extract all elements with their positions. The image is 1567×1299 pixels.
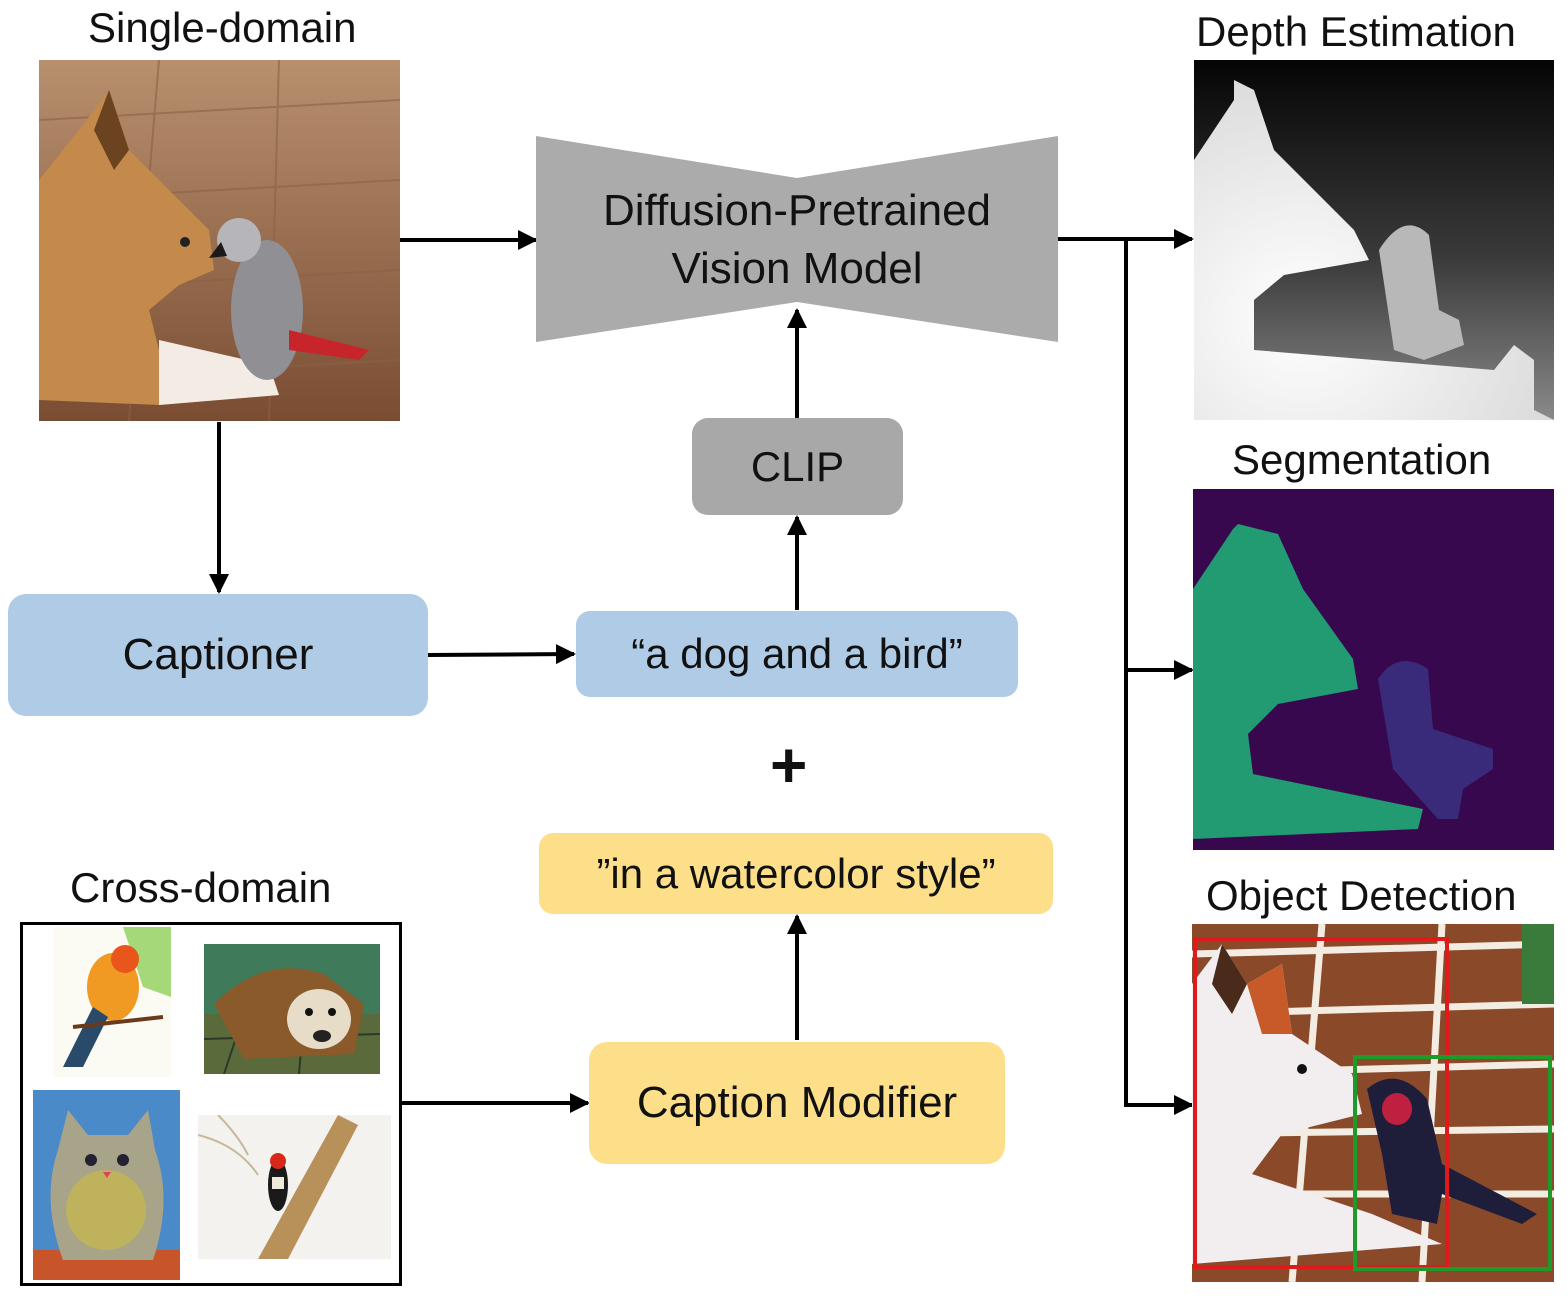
watercolor-cat-image [33,1090,180,1280]
object-detection-image [1192,924,1554,1282]
caption-box: “a dog and a bird” [576,611,1018,697]
watercolor-bird-image [53,927,171,1077]
cross-domain-label: Cross-domain [70,864,332,911]
depth-estimation-label: Depth Estimation [1196,8,1516,55]
caption-modifier-box: Caption Modifier [589,1042,1005,1164]
segmentation-label: Segmentation [1232,436,1492,483]
caption-modifier-label: Caption Modifier [636,1078,958,1127]
single-domain-photo [39,60,400,421]
object-detection-label: Object Detection [1206,872,1517,919]
segmentation-mask-image [1193,489,1554,850]
captioner-label: Captioner [122,630,314,679]
diffusion-model-line2: Vision Model [671,244,923,293]
watercolor-woodpecker-image [198,1115,391,1259]
diffusion-model-shape [536,136,1058,342]
arrow-model-trunk [1057,237,1128,1105]
watercolor-dog-image [204,944,380,1074]
clip-label: CLIP [750,442,845,490]
captioner-box: Captioner [8,594,428,716]
cross-domain-frame [20,922,402,1286]
diffusion-model-title: Diffusion-Pretrained Vision Model [536,178,1058,302]
caption-text: “a dog and a bird” [631,630,963,677]
plus-sign: + [770,729,808,801]
diffusion-model-line1: Diffusion-Pretrained [602,186,992,235]
style-modifier-box: ”in a watercolor style” [539,833,1053,914]
depth-map-image [1194,60,1554,420]
style-modifier-text: ”in a watercolor style” [596,849,996,897]
single-domain-label: Single-domain [88,4,357,51]
arrow-captioner-to-caption [427,644,576,665]
clip-box: CLIP [692,418,903,515]
